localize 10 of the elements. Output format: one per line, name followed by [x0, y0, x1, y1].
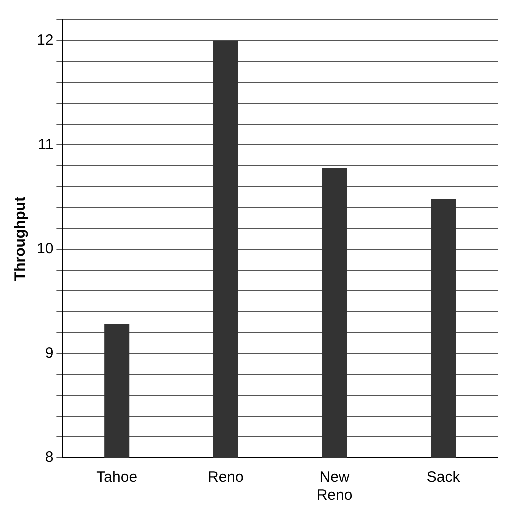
y-tick-label: 9 — [45, 344, 54, 362]
x-tick-label: Tahoe — [96, 469, 138, 486]
x-tick-label: Reno — [208, 469, 244, 486]
y-tick-label: 8 — [45, 449, 54, 466]
x-tick-label: New Reno — [316, 469, 353, 504]
y-tick-label: 11 — [38, 136, 54, 154]
y-tick-label: 12 — [36, 32, 54, 49]
x-tick-label: Sack — [426, 469, 461, 486]
y-tick-label: 10 — [36, 240, 54, 258]
y-axis-title: Throughput — [12, 196, 30, 282]
